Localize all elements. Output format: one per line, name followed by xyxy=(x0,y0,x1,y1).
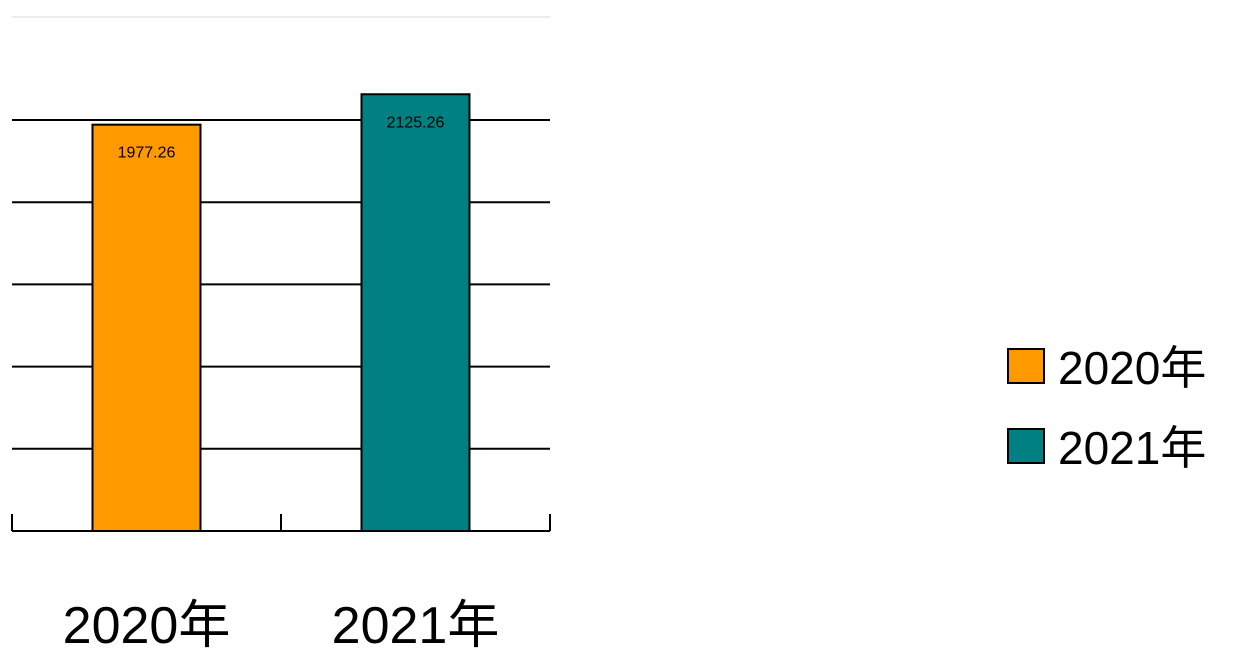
data-label: 1977.26 xyxy=(118,145,176,162)
x-tick-label: 2020年 xyxy=(63,597,231,648)
data-label: 2125.26 xyxy=(387,114,445,131)
legend-label: 2021年 xyxy=(1058,422,1206,474)
legend-item[interactable]: 2021年 xyxy=(1008,422,1206,474)
legend-label: 2020年 xyxy=(1058,342,1206,394)
legend-item[interactable]: 2020年 xyxy=(1008,342,1206,394)
bar-2020年[interactable] xyxy=(93,125,201,531)
legend-swatch xyxy=(1008,349,1044,383)
legend[interactable]: 2020年 2021年 xyxy=(1008,342,1206,474)
bar-2021年[interactable] xyxy=(362,94,470,531)
x-tick-label: 2021年 xyxy=(332,597,500,648)
legend-swatch xyxy=(1008,429,1044,463)
x-tick-labels: 2020年 2021年 xyxy=(63,597,500,648)
